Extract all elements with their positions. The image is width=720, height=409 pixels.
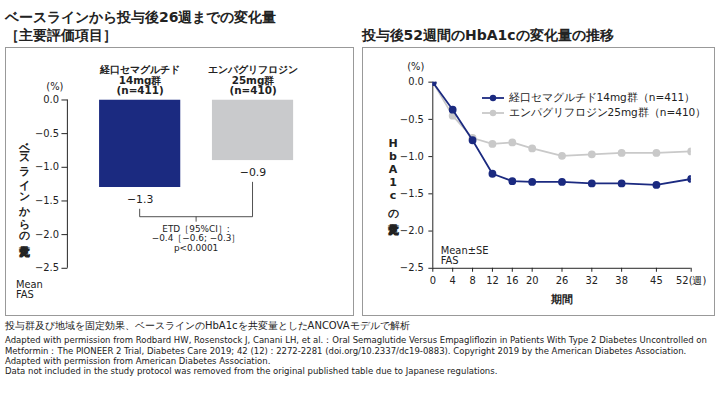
svg-text:20: 20	[525, 275, 538, 286]
svg-text:−2.5: −2.5	[35, 262, 59, 273]
svg-text:(%): (%)	[46, 81, 63, 92]
svg-text:(%): (%)	[407, 61, 424, 72]
html-text:投与群及び地域を固定効果、ベースラインのHbA1cを共変量と: 投与群及び地域を固定効果、ベースラインのHbA1cを共変量としたANCOVAモデ…	[5, 320, 410, 332]
svg-text:−0.9: −0.9	[240, 166, 266, 179]
svg-text:0.0: 0.0	[408, 76, 424, 87]
html-text:投与後52週間のHbA1cの変化量の推移: 投与後52週間のHbA1cの変化量の推移	[361, 26, 614, 43]
svg-text:経口セマグルチド14mg群(n=411): 経口セマグルチド14mg群(n=411)	[99, 63, 180, 96]
html-text:ベースラインから投与後26週までの変化量 ［主要評価項目］: ベースラインから投与後26週までの変化量 ［主要評価項目］	[5, 8, 277, 43]
svg-text:−2.0: −2.0	[35, 229, 59, 240]
svg-text:26: 26	[555, 275, 568, 286]
svg-text:−1.0: −1.0	[399, 151, 423, 162]
svg-text:エンパグリフロジン25mg群(n=410): エンパグリフロジン25mg群(n=410)	[208, 63, 298, 96]
svg-text:−1.5: −1.5	[35, 195, 59, 206]
html-text:Adapted with permission from R: Adapted with permission from Rodbard HW,…	[5, 335, 707, 356]
svg-text:32: 32	[585, 275, 598, 286]
svg-text:38: 38	[615, 275, 628, 286]
html-text:ベースラインからの変化量: ベースラインからの変化量	[18, 133, 31, 237]
svg-text:−0.5: −0.5	[399, 114, 423, 125]
html-text:HbA1cの変化量: HbA1cの変化量	[386, 137, 400, 215]
html-text:エンパグリフロジン25mg群（n=410）: エンパグリフロジン25mg群（n=410）	[508, 105, 707, 118]
svg-text:MeanFAS: MeanFAS	[16, 279, 43, 301]
svg-text:0: 0	[429, 275, 435, 286]
svg-text:−1.3: −1.3	[127, 193, 153, 206]
svg-text:ETD［95%CI］:−0.4［−0.6; −0.3］p<0: ETD［95%CI］:−0.4［−0.6; −0.3］p<0.0001	[152, 224, 241, 254]
svg-text:−0.5: −0.5	[35, 128, 59, 139]
svg-text:8: 8	[469, 275, 475, 286]
svg-text:16: 16	[506, 275, 519, 286]
svg-text:−1.0: −1.0	[35, 161, 59, 172]
svg-text:Mean±SEFAS: Mean±SEFAS	[440, 245, 488, 266]
html-text:Data not included in the study: Data not included in the study protocol …	[5, 365, 498, 376]
svg-text:−1.5: −1.5	[399, 188, 423, 199]
svg-text:0.0: 0.0	[43, 94, 59, 105]
html-text:Adapted with permission from A: Adapted with permission from American Di…	[5, 355, 271, 366]
svg-text:12: 12	[486, 275, 499, 286]
svg-text:−2.0: −2.0	[399, 225, 423, 236]
svg-text:4: 4	[449, 275, 455, 286]
svg-text:−2.5: −2.5	[399, 262, 423, 273]
svg-text:52(週): 52(週)	[676, 275, 706, 286]
svg-text:45: 45	[650, 275, 663, 286]
html-text:経口セマグルチド14mg群（n=411）: 経口セマグルチド14mg群（n=411）	[508, 90, 696, 103]
svg-text:期間: 期間	[549, 293, 572, 306]
